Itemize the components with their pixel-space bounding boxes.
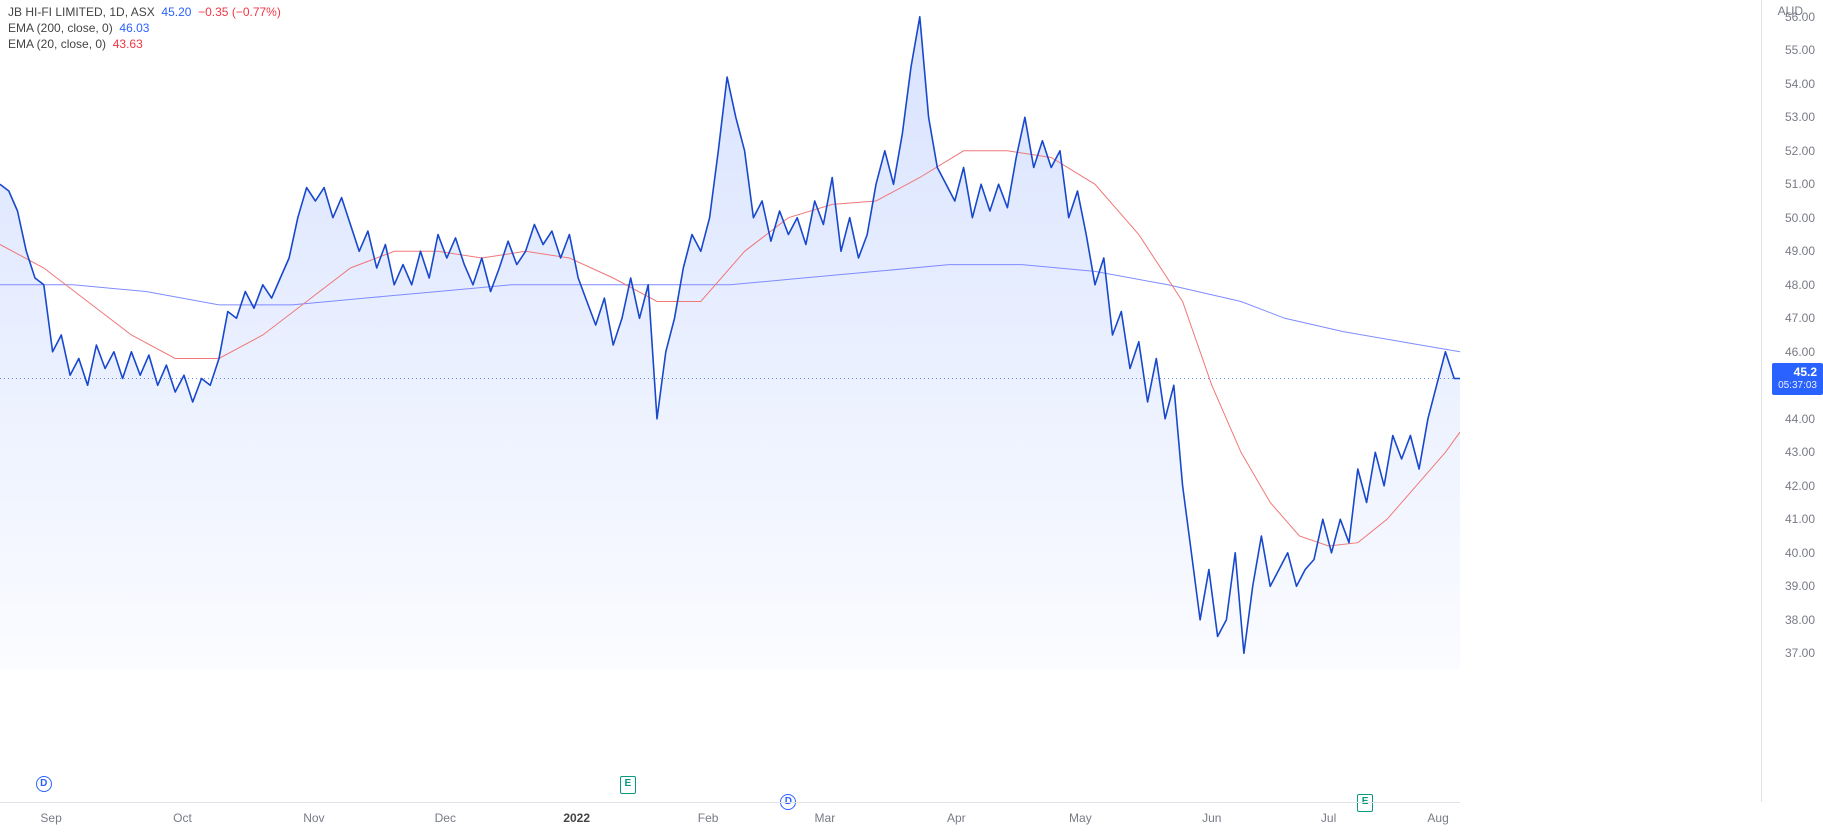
x-tick: Mar	[815, 811, 836, 825]
y-tick: 38.00	[1785, 613, 1815, 627]
earnings-marker[interactable]: E	[620, 776, 636, 794]
y-tick: 43.00	[1785, 445, 1815, 459]
y-tick: 49.00	[1785, 244, 1815, 258]
y-tick: 42.00	[1785, 479, 1815, 493]
x-tick: Oct	[173, 811, 192, 825]
x-tick: Jun	[1202, 811, 1221, 825]
y-tick: 54.00	[1785, 77, 1815, 91]
y-tick: 41.00	[1785, 512, 1815, 526]
x-tick: Feb	[698, 811, 719, 825]
price-area	[0, 17, 1460, 670]
x-tick: Dec	[435, 811, 456, 825]
x-tick: 2022	[563, 811, 590, 825]
x-tick: Aug	[1427, 811, 1448, 825]
y-tick: 50.00	[1785, 211, 1815, 225]
y-tick: 47.00	[1785, 311, 1815, 325]
y-tick: 44.00	[1785, 412, 1815, 426]
y-tick: 46.00	[1785, 345, 1815, 359]
y-tick: 40.00	[1785, 546, 1815, 560]
x-tick: Nov	[303, 811, 324, 825]
y-tick: 48.00	[1785, 278, 1815, 292]
y-tick: 53.00	[1785, 110, 1815, 124]
y-axis[interactable]: AUD 37.0038.0039.0040.0041.0042.0043.004…	[1761, 0, 1823, 802]
price-chart[interactable]	[0, 0, 1460, 670]
y-tick: 39.00	[1785, 579, 1815, 593]
x-tick: Jul	[1321, 811, 1336, 825]
x-axis[interactable]: Sep Oct Nov Dec 2022 Feb Mar Apr May Jun Jul Aug	[0, 802, 1460, 832]
dividend-marker[interactable]: D	[36, 776, 52, 792]
y-tick: 52.00	[1785, 144, 1815, 158]
y-tick: 37.00	[1785, 646, 1815, 660]
x-tick: Sep	[40, 811, 61, 825]
y-tick: 51.00	[1785, 177, 1815, 191]
y-tick: 56.00	[1785, 10, 1815, 24]
x-tick: May	[1069, 811, 1092, 825]
y-tick: 55.00	[1785, 43, 1815, 57]
x-tick: Apr	[947, 811, 966, 825]
event-markers: DEDE	[0, 776, 1460, 798]
last-price-tag: 45.2 05:37:03	[1772, 363, 1823, 395]
